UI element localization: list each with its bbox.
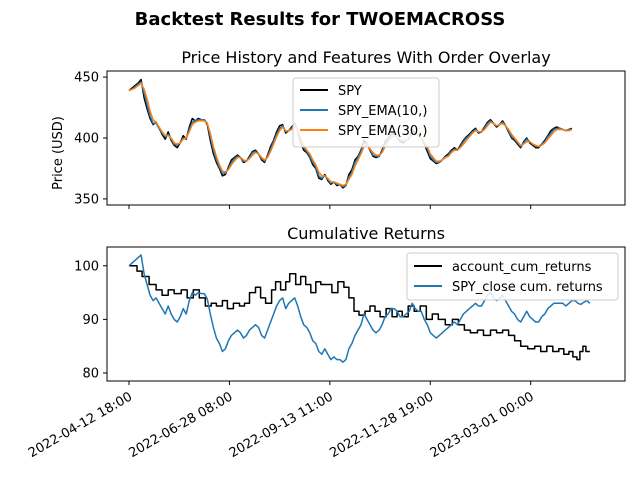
price-y-tick-label: 350 xyxy=(74,192,99,207)
price-y-ticks: 350 400 450 xyxy=(74,71,107,207)
figure-title: Backtest Results for TWOEMACROSS xyxy=(135,9,506,30)
price-x-ticks xyxy=(128,205,532,209)
cumulative-returns-title: Cumulative Returns xyxy=(287,224,445,243)
returns-y-tick-label: 100 xyxy=(74,259,99,274)
price-legend-box xyxy=(292,77,440,148)
returns-plot-frame xyxy=(106,246,626,382)
price-axis-label: Price (USD) xyxy=(51,116,66,190)
returns-x-tick-label: 2022-09-13 11:00 xyxy=(227,389,336,461)
returns-x-tick-label: 2022-06-28 08:00 xyxy=(126,389,235,461)
price-line-spy-ema-30 xyxy=(128,82,573,187)
returns-y-tick-label: 80 xyxy=(82,366,99,381)
price-y-tick-label: 450 xyxy=(74,71,99,86)
legend-label-account: account_cum_returns xyxy=(452,260,592,275)
returns-legend-box xyxy=(406,252,619,301)
returns-y-ticks: 80 90 100 xyxy=(74,259,107,381)
price-series-group xyxy=(128,78,573,189)
price-history-title: Price History and Features With Order Ov… xyxy=(181,48,550,67)
returns-x-tick-label: 2022-11-28 19:00 xyxy=(327,389,436,461)
cumulative-returns-axes: Cumulative Returns 80 90 100 2022-04-12 18… xyxy=(26,224,626,461)
price-history-axes: Price History and Features With Order Ov… xyxy=(51,48,626,209)
price-legend: SPY SPY_EMA(10,) SPY_EMA(30,) xyxy=(292,77,440,148)
legend-label-ema30: SPY_EMA(30,) xyxy=(338,124,427,139)
returns-line-spy-close-cum-returns xyxy=(128,254,591,363)
legend-label-ema10: SPY_EMA(10,) xyxy=(338,104,427,119)
returns-x-tick-label: 2023-03-01 00:00 xyxy=(428,389,537,461)
returns-legend: account_cum_returns SPY_close cum. retur… xyxy=(406,252,619,301)
legend-label-spy-close: SPY_close cum. returns xyxy=(452,280,603,295)
returns-x-tick-label: 2022-04-12 18:00 xyxy=(26,389,135,461)
returns-line-account-cum-returns xyxy=(129,265,590,361)
returns-series-group xyxy=(128,254,591,363)
price-y-tick-label: 400 xyxy=(74,132,99,147)
price-plot-frame xyxy=(106,70,626,206)
legend-label-spy: SPY xyxy=(338,84,362,99)
returns-y-tick-label: 90 xyxy=(82,313,99,328)
